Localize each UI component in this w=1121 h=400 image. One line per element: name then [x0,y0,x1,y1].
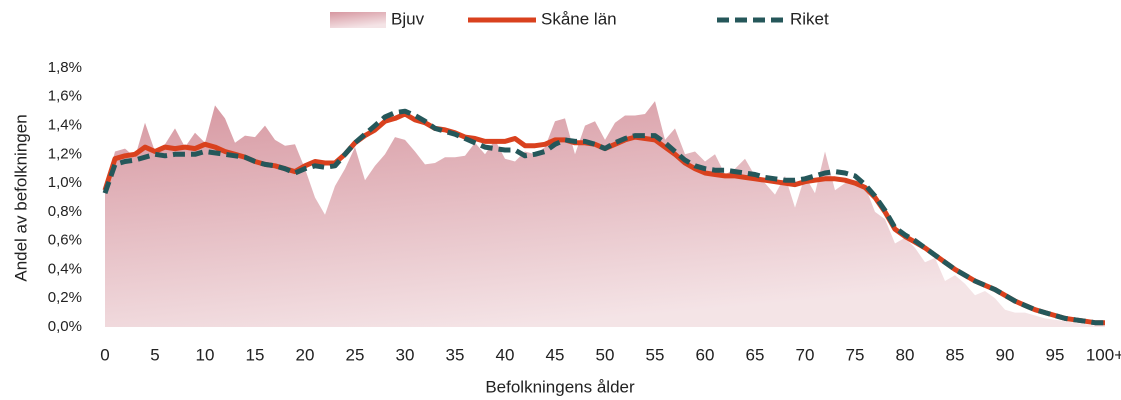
x-tick-label: 20 [296,345,315,364]
y-tick-label: 1,2% [48,145,82,162]
x-tick-label: 85 [946,345,965,364]
x-tick-label: 50 [596,345,615,364]
y-tick-label: 0,0% [48,318,82,335]
legend-label: Riket [790,9,829,28]
x-tick-label: 80 [896,345,915,364]
x-axis-label: Befolkningens ålder [485,377,635,396]
y-tick-label: 0,2% [48,289,82,306]
x-tick-label: 25 [346,345,365,364]
y-tick-label: 0,4% [48,260,82,277]
y-tick-label: 0,8% [48,203,82,220]
y-tick-label: 0,6% [48,232,82,249]
x-tick-label: 15 [246,345,265,364]
x-tick-label: 40 [496,345,515,364]
x-tick-label: 95 [1046,345,1065,364]
x-tick-label: 75 [846,345,865,364]
x-tick-label: 10 [196,345,215,364]
x-tick-label: 65 [746,345,765,364]
x-tick-label: 70 [796,345,815,364]
x-tick-label: 35 [446,345,465,364]
x-tick-label: 90 [996,345,1015,364]
x-tick-label: 0 [100,345,109,364]
legend-label: Skåne län [541,9,617,28]
legend-label: Bjuv [391,9,425,28]
x-tick-label: 5 [150,345,159,364]
line [102,108,1105,326]
legend-swatch [330,12,386,28]
x-tick-label: 60 [696,345,715,364]
area [105,101,1105,327]
x-tick-label: 30 [396,345,415,364]
y-tick-label: 1,0% [48,174,82,191]
y-tick-label: 1,6% [48,88,82,105]
y-tick-label: 1,4% [48,117,82,134]
y-tick-label: 1,8% [48,59,82,76]
x-tick-label: 100+ [1086,345,1121,364]
x-tick-label: 45 [546,345,565,364]
x-tick-label: 55 [646,345,665,364]
y-axis-label: Andel av befolkningen [11,114,30,281]
